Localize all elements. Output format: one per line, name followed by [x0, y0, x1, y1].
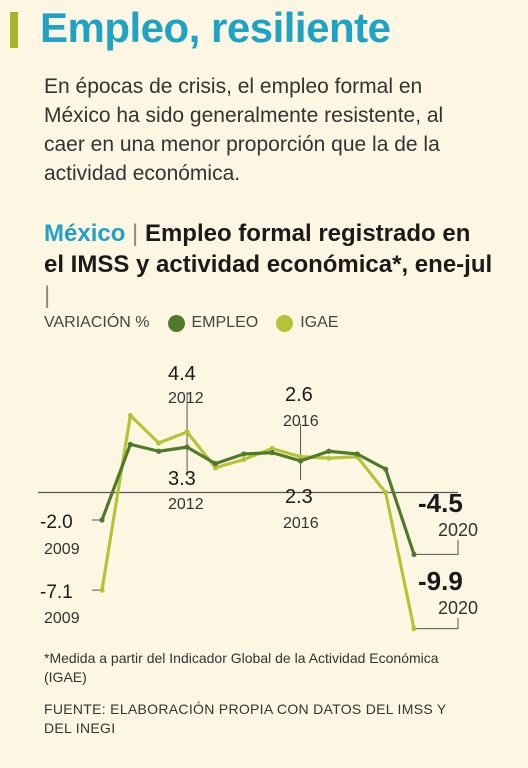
point-igae-2016 — [297, 454, 304, 460]
point-igae-2019 — [383, 489, 389, 496]
annotation-value-igae-2009: -7.1 — [40, 582, 73, 603]
point-empleo-2011 — [156, 448, 162, 454]
legend-label-igae: IGAE — [300, 314, 339, 331]
intro-text: En épocas de crisis, el empleo formal en… — [44, 75, 444, 185]
title-accent-bar — [10, 12, 18, 48]
point-empleo-2015 — [269, 450, 275, 456]
annotation-year-igae-2009: 2009 — [44, 610, 80, 627]
country-label: México — [44, 220, 126, 247]
point-igae-2014 — [241, 456, 247, 463]
point-empleo-2020 — [411, 551, 417, 557]
annotation-year-empleo-2012: 2012 — [168, 496, 204, 513]
legend-item-empleo: EMPLEO — [167, 314, 259, 332]
unit-label: VARIACIÓN % — [44, 314, 150, 331]
annotation-year-empleo-2016: 2016 — [283, 515, 319, 532]
annotation-year-empleo-2009: 2009 — [44, 541, 80, 558]
point-empleo-2018 — [354, 451, 360, 457]
legend-dot-igae — [276, 314, 294, 332]
point-empleo-2019 — [383, 466, 389, 472]
annotation-year-igae-2016: 2016 — [283, 413, 319, 430]
chart-legend: VARIACIÓN % EMPLEO IGAE — [44, 314, 338, 332]
annotation-value-empleo-2012: 3.3 — [168, 468, 196, 490]
source-note: FUENTE: ELABORACIÓN PROPIA CON DATOS DEL… — [44, 701, 447, 736]
point-igae-2017 — [326, 455, 332, 461]
annotation-value-empleo-2009: -2.0 — [40, 512, 73, 533]
legend-item-igae: IGAE — [276, 314, 338, 332]
point-empleo-2016 — [297, 458, 304, 464]
page-title: Empleo, resiliente — [40, 4, 391, 51]
point-igae-2013 — [212, 465, 219, 471]
footnote: *Medida a partir del Indicador Global de… — [44, 650, 439, 685]
point-igae-2010 — [127, 412, 133, 419]
legend-dot-empleo — [167, 314, 185, 332]
chart-heading: México | Empleo formal registrado en el … — [44, 218, 494, 311]
point-igae-2015 — [269, 445, 275, 452]
series-line-empleo — [100, 442, 416, 555]
point-empleo-2013 — [212, 461, 219, 467]
line-chart: -2.0 2009 -7.1 2009 4.4 2012 3.3 2012 2.6 2016 2.3… — [38, 363, 478, 632]
point-empleo-2010 — [127, 441, 133, 447]
annotation-value-empleo-2016: 2.3 — [285, 486, 313, 508]
annotation-value-empleo-2020: -4.5 — [418, 488, 463, 518]
point-igae-2011 — [156, 440, 162, 446]
leader-2020-empleo — [414, 540, 459, 555]
annotation-year-empleo-2020: 2020 — [438, 520, 478, 540]
point-igae-2012 — [184, 429, 190, 435]
point-empleo-2009 — [99, 517, 105, 523]
point-igae-2020 — [411, 626, 417, 632]
point-empleo-2014 — [241, 451, 247, 457]
heading-separator: | — [132, 220, 139, 247]
leader-2020-igae — [414, 618, 459, 630]
point-empleo-2017 — [326, 448, 332, 454]
point-empleo-2012 — [184, 444, 190, 450]
annotation-value-igae-2016: 2.6 — [285, 384, 313, 406]
annotation-year-igae-2012: 2012 — [168, 390, 204, 407]
legend-label-empleo: EMPLEO — [191, 314, 259, 331]
annotation-value-igae-2020: -9.9 — [418, 566, 463, 596]
annotation-value-igae-2012: 4.4 — [168, 363, 196, 385]
annotation-year-igae-2020: 2020 — [438, 598, 478, 618]
point-igae-2009 — [99, 587, 105, 593]
heading-separator-end: | — [44, 282, 51, 309]
chart-title: Empleo formal registrado en el IMSS y ac… — [44, 220, 493, 278]
